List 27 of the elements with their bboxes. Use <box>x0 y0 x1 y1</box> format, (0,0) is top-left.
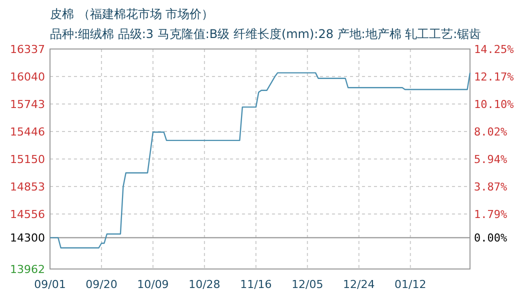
y2-tick-label: 0.00% <box>474 232 508 245</box>
ytick: 14853 <box>10 180 45 194</box>
y2-tick-label: 10.10% <box>474 98 514 111</box>
y2-tick-label: 5.94% <box>474 153 508 166</box>
xtick: 12/05 <box>292 278 324 291</box>
ytick: 15446 <box>10 126 45 139</box>
ytick: 14300 <box>10 232 45 245</box>
subtitle: 品种:细绒棉 品级:3 马克隆值:B级 纤维长度(mm):28 产地:地产棉 轧工工艺:锯齿 <box>50 27 482 41</box>
xtick: 10/09 <box>137 278 169 291</box>
y2-tick-label: 8.02% <box>474 126 508 139</box>
xtick: 09/01 <box>34 278 66 291</box>
ytick: 13962 <box>10 263 45 276</box>
xtick: 01/12 <box>394 278 426 291</box>
y2-tick-label: 12.17% <box>474 70 514 84</box>
xtick: 10/28 <box>188 278 220 291</box>
title: 皮棉 （福建棉花市场 市场价） <box>50 7 214 21</box>
y2-tick-label: 14.25% <box>474 43 514 56</box>
y2-tick-label: 1.79% <box>474 208 508 222</box>
ytick: 16040 <box>10 70 45 84</box>
ytick: 16337 <box>10 43 45 56</box>
xtick: 12/24 <box>343 278 375 291</box>
y2-tick-label: 3.87% <box>474 180 508 194</box>
ytick: 14556 <box>10 208 45 221</box>
ytick: 15743 <box>10 98 45 112</box>
xtick: 09/20 <box>86 278 118 291</box>
xtick: 11/16 <box>240 278 272 291</box>
ytick: 15150 <box>10 152 45 166</box>
